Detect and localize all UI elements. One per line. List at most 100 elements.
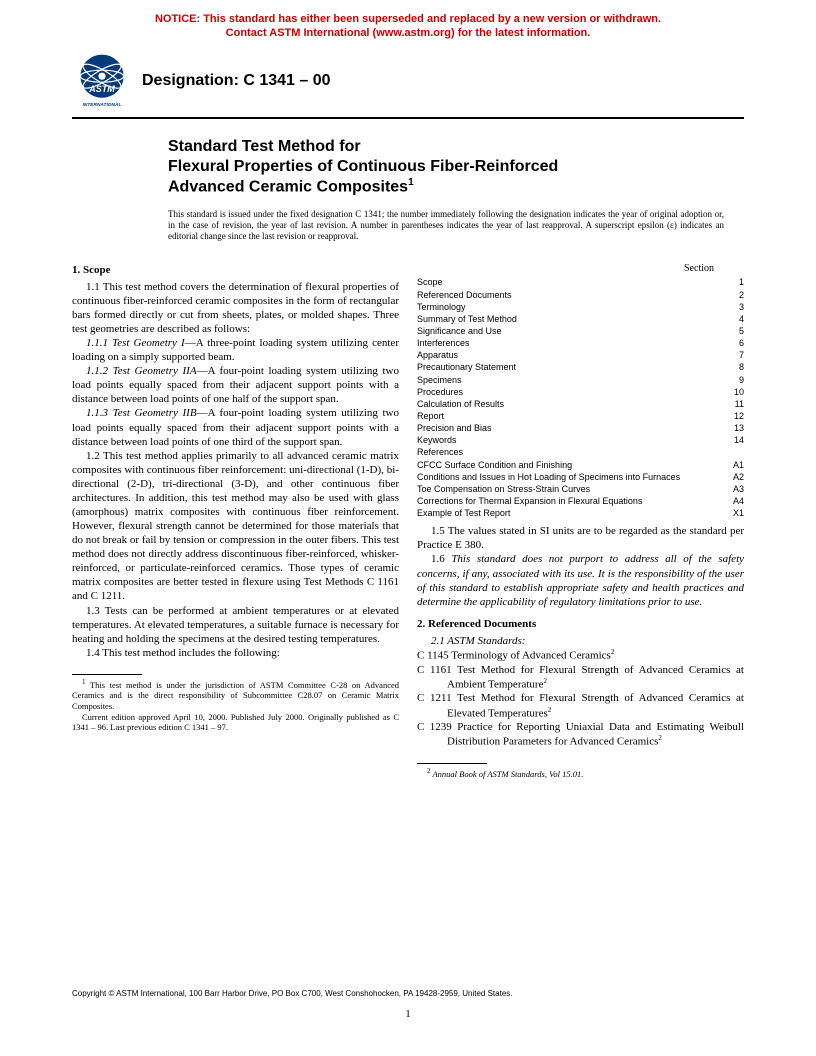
- toc-row: Interferences6: [417, 337, 744, 349]
- toc-label: Conditions and Issues in Hot Loading of …: [417, 471, 714, 483]
- ref-item: C 1211 Test Method for Flexural Strength…: [417, 691, 744, 720]
- svg-text:ASTM: ASTM: [88, 83, 115, 93]
- title-line2: Flexural Properties of Continuous Fiber-…: [168, 157, 744, 177]
- toc-row: Precautionary Statement8: [417, 361, 744, 373]
- toc-label: Example of Test Report: [417, 507, 714, 519]
- toc-label: Scope: [417, 276, 714, 288]
- notice-line2: Contact ASTM International (www.astm.org…: [226, 27, 591, 39]
- toc-row: References: [417, 446, 744, 458]
- toc-section-number: 1: [714, 276, 744, 288]
- left-column: 1. Scope 1.1 This test method covers the…: [72, 263, 399, 780]
- para-1-5: 1.5 The values stated in SI units are to…: [417, 524, 744, 552]
- svg-text:INTERNATIONAL: INTERNATIONAL: [83, 102, 122, 108]
- toc-label: Procedures: [417, 386, 714, 398]
- toc-section-number: A1: [714, 459, 744, 471]
- para-1-1: 1.1 This test method covers the determin…: [72, 280, 399, 336]
- toc-table: Scope1Referenced Documents2Terminology3S…: [417, 276, 744, 519]
- toc-row: Report12: [417, 410, 744, 422]
- toc-row: Keywords14: [417, 434, 744, 446]
- toc-section-number: 2: [714, 289, 744, 301]
- toc-label: Referenced Documents: [417, 289, 714, 301]
- toc-row: Specimens9: [417, 374, 744, 386]
- toc-section-number: [714, 446, 744, 458]
- toc-section-number: 7: [714, 349, 744, 361]
- toc-row: Toe Compensation on Stress-Strain Curves…: [417, 483, 744, 495]
- toc-section-number: 3: [714, 301, 744, 313]
- notice-line1: NOTICE: This standard has either been su…: [155, 13, 661, 25]
- toc-section-number: 4: [714, 313, 744, 325]
- toc-row: Summary of Test Method4: [417, 313, 744, 325]
- toc-section-number: A4: [714, 495, 744, 507]
- issuance-note: This standard is issued under the fixed …: [0, 203, 816, 257]
- footnote-1b: Current edition approved April 10, 2000.…: [72, 712, 399, 733]
- para-1-1-2: 1.1.2 Test Geometry IIA—A four-point loa…: [72, 364, 399, 406]
- toc-section-number: 8: [714, 361, 744, 373]
- ref-item: C 1161 Test Method for Flexural Strength…: [417, 663, 744, 692]
- toc-section-number: 14: [714, 434, 744, 446]
- toc-row: Referenced Documents2: [417, 289, 744, 301]
- toc-label: Summary of Test Method: [417, 313, 714, 325]
- toc-header: Section: [417, 263, 744, 276]
- toc-section-number: 11: [714, 398, 744, 410]
- toc-section-number: 13: [714, 422, 744, 434]
- para-1-6: 1.6 This standard does not purport to ad…: [417, 552, 744, 608]
- ref-item: C 1239 Practice for Reporting Uniaxial D…: [417, 720, 744, 749]
- para-1-1-3: 1.1.3 Test Geometry IIB—A four-point loa…: [72, 406, 399, 448]
- astm-logo: ASTM INTERNATIONAL: [72, 51, 132, 111]
- toc-section-number: A2: [714, 471, 744, 483]
- toc-row: Apparatus7: [417, 349, 744, 361]
- right-column: Section Scope1Referenced Documents2Termi…: [417, 263, 744, 780]
- toc-row: Example of Test ReportX1: [417, 507, 744, 519]
- toc-row: Conditions and Issues in Hot Loading of …: [417, 471, 744, 483]
- toc-label: Keywords: [417, 434, 714, 446]
- footnote-rule-right: [417, 763, 487, 764]
- toc-label: Precautionary Statement: [417, 361, 714, 373]
- footnote-rule-left: [72, 674, 142, 675]
- toc-row: Significance and Use5: [417, 325, 744, 337]
- title-line1: Standard Test Method for: [168, 137, 744, 157]
- toc-label: Corrections for Thermal Expansion in Fle…: [417, 495, 714, 507]
- toc-row: Precision and Bias13: [417, 422, 744, 434]
- toc-label: Precision and Bias: [417, 422, 714, 434]
- page-number: 1: [0, 1008, 816, 1020]
- para-1-2: 1.2 This test method applies primarily t…: [72, 449, 399, 604]
- ref-item: C 1145 Terminology of Advanced Ceramics2: [417, 648, 744, 663]
- toc-row: Calculation of Results11: [417, 398, 744, 410]
- toc-section-number: 12: [714, 410, 744, 422]
- toc-label: CFCC Surface Condition and Finishing: [417, 459, 714, 471]
- toc-label: Significance and Use: [417, 325, 714, 337]
- toc-row: CFCC Surface Condition and FinishingA1: [417, 459, 744, 471]
- toc-section-number: X1: [714, 507, 744, 519]
- title-line3: Advanced Ceramic Composites1: [168, 177, 744, 197]
- toc-section-number: 10: [714, 386, 744, 398]
- supersession-notice: NOTICE: This standard has either been su…: [0, 0, 816, 45]
- toc-label: Calculation of Results: [417, 398, 714, 410]
- scope-head: 1. Scope: [72, 263, 399, 277]
- title-block: Standard Test Method for Flexural Proper…: [0, 119, 816, 203]
- toc-label: Interferences: [417, 337, 714, 349]
- refs-head: 2. Referenced Documents: [417, 617, 744, 631]
- toc-label: Report: [417, 410, 714, 422]
- designation: Designation: C 1341 – 00: [142, 72, 331, 90]
- toc-label: Apparatus: [417, 349, 714, 361]
- header-row: ASTM INTERNATIONAL Designation: C 1341 –…: [0, 45, 816, 117]
- toc-label: References: [417, 446, 714, 458]
- para-1-1-1: 1.1.1 Test Geometry I—A three-point load…: [72, 336, 399, 364]
- para-1-4: 1.4 This test method includes the follow…: [72, 646, 399, 660]
- toc-row: Terminology3: [417, 301, 744, 313]
- toc-section-number: 6: [714, 337, 744, 349]
- toc-section-number: A3: [714, 483, 744, 495]
- footnote-1a: 1 This test method is under the jurisdic…: [72, 678, 399, 712]
- refs-list: C 1145 Terminology of Advanced Ceramics2…: [417, 648, 744, 749]
- toc-row: Scope1: [417, 276, 744, 288]
- toc-row: Procedures10: [417, 386, 744, 398]
- para-1-3: 1.3 Tests can be performed at ambient te…: [72, 604, 399, 646]
- toc-section-number: 5: [714, 325, 744, 337]
- toc-section-number: 9: [714, 374, 744, 386]
- toc-label: Toe Compensation on Stress-Strain Curves: [417, 483, 714, 495]
- footnote-2: 2 Annual Book of ASTM Standards, Vol 15.…: [417, 767, 744, 779]
- body-columns: 1. Scope 1.1 This test method covers the…: [0, 257, 816, 780]
- toc-label: Terminology: [417, 301, 714, 313]
- copyright: Copyright © ASTM International, 100 Barr…: [72, 989, 744, 998]
- toc-label: Specimens: [417, 374, 714, 386]
